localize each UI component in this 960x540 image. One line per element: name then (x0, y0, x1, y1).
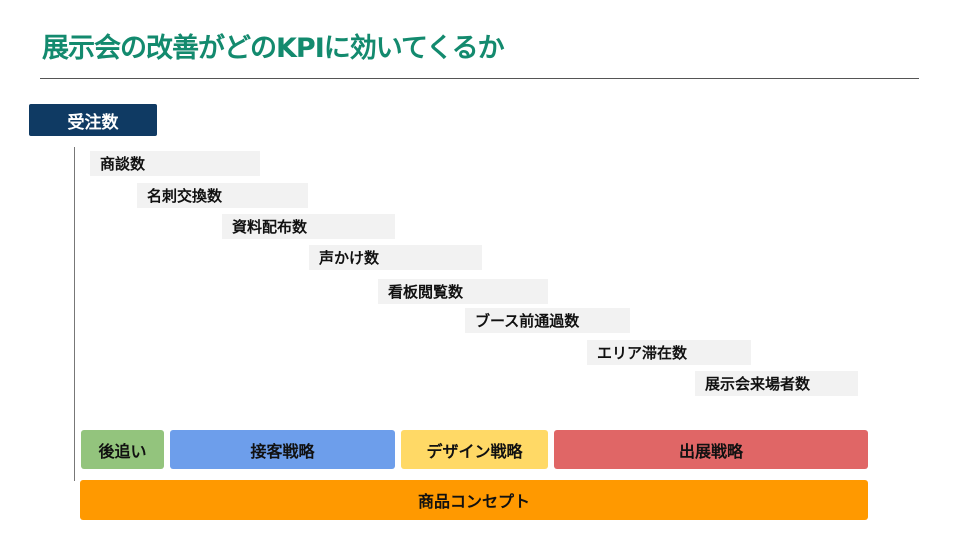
kpi-item: 看板閲覧数 (378, 279, 548, 304)
strategy-follow-up: 後追い (81, 430, 164, 469)
top-kpi-box: 受注数 (29, 104, 157, 136)
kpi-item: エリア滞在数 (587, 340, 751, 365)
hierarchy-line (74, 147, 75, 481)
kpi-item: 声かけ数 (309, 245, 482, 270)
strategy-customer-service: 接客戦略 (170, 430, 395, 469)
strategy-exhibition: 出展戦略 (554, 430, 868, 469)
product-concept-base: 商品コンセプト (80, 480, 868, 520)
page-title: 展示会の改善がどのKPIに効いてくるか (42, 33, 505, 64)
kpi-item: 資料配布数 (222, 214, 395, 239)
kpi-item: ブース前通過数 (465, 308, 630, 333)
kpi-item: 名刺交換数 (137, 183, 308, 208)
kpi-item: 展示会来場者数 (695, 371, 858, 396)
kpi-item: 商談数 (90, 151, 260, 176)
title-divider (40, 78, 919, 79)
strategy-design: デザイン戦略 (401, 430, 548, 469)
